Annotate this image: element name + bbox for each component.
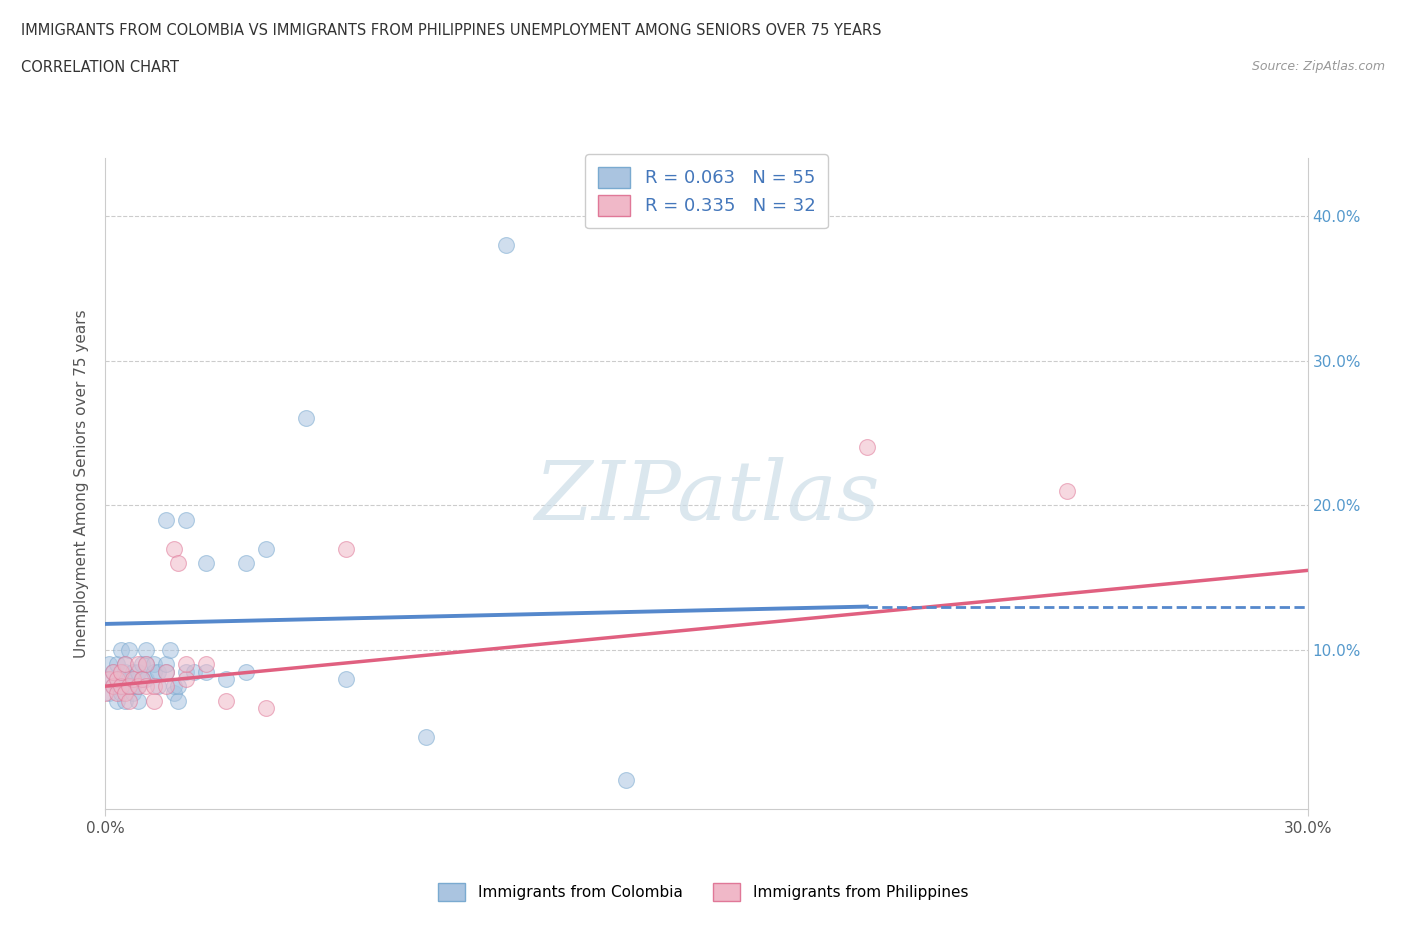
Point [135, 657, 157, 671]
Point [295, 411, 318, 426]
Point [103, 664, 125, 679]
Y-axis label: Unemployment Among Seniors over 75 years: Unemployment Among Seniors over 75 years [75, 310, 90, 658]
Point [335, 671, 357, 686]
Point [162, 541, 184, 556]
Point [114, 657, 136, 671]
Point [166, 693, 188, 708]
Point [122, 679, 145, 694]
Point [214, 671, 236, 686]
Point [174, 671, 197, 686]
Point [155, 512, 177, 527]
Point [122, 664, 145, 679]
Point [254, 700, 277, 715]
Point [235, 556, 257, 571]
Point [94, 686, 117, 701]
Point [159, 643, 181, 658]
Text: CORRELATION CHART: CORRELATION CHART [21, 60, 179, 75]
Point [122, 671, 145, 686]
Point [166, 679, 188, 694]
Point [107, 657, 129, 671]
Point [254, 541, 277, 556]
Point [183, 664, 205, 679]
Point [107, 679, 129, 694]
Point [166, 556, 188, 571]
Point [103, 679, 125, 694]
Point [127, 679, 149, 694]
Text: Source: ZipAtlas.com: Source: ZipAtlas.com [1251, 60, 1385, 73]
Point [146, 664, 169, 679]
Point [98, 686, 121, 701]
Point [107, 671, 129, 686]
Point [103, 664, 125, 679]
Point [107, 686, 129, 701]
Legend: R = 0.063   N = 55, R = 0.335   N = 32: R = 0.063 N = 55, R = 0.335 N = 32 [585, 154, 828, 229]
Point [110, 664, 132, 679]
Point [155, 657, 177, 671]
Point [495, 237, 517, 252]
Point [118, 671, 141, 686]
Point [110, 679, 132, 694]
Point [135, 657, 157, 671]
Point [155, 679, 177, 694]
Point [118, 693, 141, 708]
Point [174, 657, 197, 671]
Point [131, 671, 153, 686]
Point [114, 693, 136, 708]
Point [155, 664, 177, 679]
Point [127, 664, 149, 679]
Point [131, 671, 153, 686]
Point [214, 693, 236, 708]
Point [194, 664, 217, 679]
Point [114, 679, 136, 694]
Point [127, 693, 149, 708]
Point [110, 686, 132, 701]
Point [335, 541, 357, 556]
Point [174, 664, 197, 679]
Text: ZIPatlas: ZIPatlas [534, 457, 879, 537]
Point [127, 657, 149, 671]
Point [135, 679, 157, 694]
Legend: Immigrants from Colombia, Immigrants from Philippines: Immigrants from Colombia, Immigrants fro… [430, 875, 976, 909]
Point [122, 686, 145, 701]
Point [94, 671, 117, 686]
Point [855, 440, 877, 455]
Point [118, 679, 141, 694]
Point [155, 664, 177, 679]
Point [110, 671, 132, 686]
Point [235, 664, 257, 679]
Point [114, 664, 136, 679]
Point [135, 671, 157, 686]
Point [616, 773, 638, 788]
Point [146, 679, 169, 694]
Point [107, 693, 129, 708]
Point [1056, 484, 1078, 498]
Point [110, 643, 132, 658]
Point [142, 664, 165, 679]
Point [135, 643, 157, 658]
Point [174, 512, 197, 527]
Point [98, 657, 121, 671]
Point [114, 686, 136, 701]
Point [118, 679, 141, 694]
Point [162, 686, 184, 701]
Point [415, 729, 437, 744]
Point [194, 556, 217, 571]
Point [142, 679, 165, 694]
Point [103, 679, 125, 694]
Point [131, 657, 153, 671]
Point [162, 679, 184, 694]
Point [114, 657, 136, 671]
Point [194, 657, 217, 671]
Point [118, 643, 141, 658]
Point [98, 671, 121, 686]
Point [127, 679, 149, 694]
Point [142, 657, 165, 671]
Text: IMMIGRANTS FROM COLOMBIA VS IMMIGRANTS FROM PHILIPPINES UNEMPLOYMENT AMONG SENIO: IMMIGRANTS FROM COLOMBIA VS IMMIGRANTS F… [21, 23, 882, 38]
Point [142, 693, 165, 708]
